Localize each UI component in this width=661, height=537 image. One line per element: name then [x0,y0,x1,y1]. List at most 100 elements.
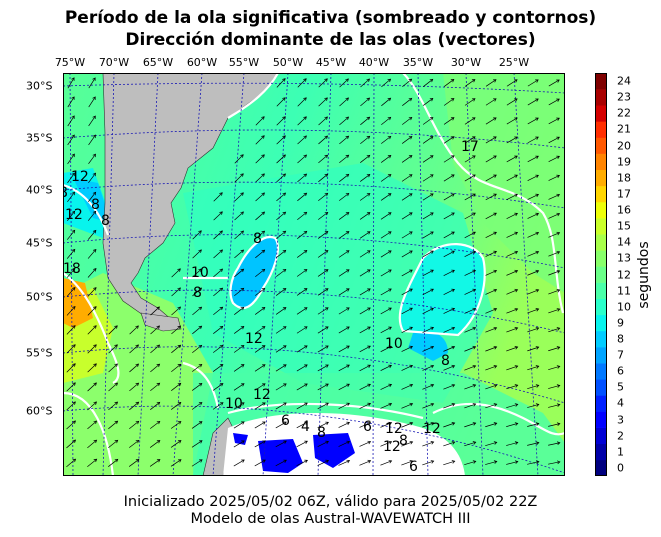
lon-label: 45°W [315,56,347,69]
direction-vector-head [93,382,97,386]
direction-vector [380,269,392,277]
direction-vector-head [261,326,266,330]
direction-vector-head [493,250,498,255]
tierra-del-fuego [140,312,182,332]
period-zone-10s-east [399,244,485,335]
direction-vector-head [556,365,561,369]
direction-vector [380,326,392,334]
direction-vector [485,232,497,238]
direction-vector-head [556,269,561,274]
direction-vector [149,440,161,448]
direction-vector-head [71,191,75,196]
direction-vector [485,251,497,257]
parallel [63,289,565,334]
direction-vector-head [93,458,98,463]
direction-vector [527,213,539,219]
direction-vector-head [535,174,539,179]
direction-vector-head [493,422,498,426]
direction-vector-head [198,440,203,444]
direction-vector-head [72,306,76,310]
direction-vector [213,230,223,240]
direction-vector-head [493,269,498,274]
direction-vector [548,442,560,446]
direction-vector [401,403,413,409]
direction-vector-head [472,364,477,369]
direction-vector [548,404,560,408]
direction-vector-head [535,346,540,350]
direction-vector [276,154,286,164]
direction-vector-head [346,345,350,349]
colorbar-tick-label: 20 [617,139,631,153]
direction-vector [360,78,370,88]
direction-vector-head [556,117,560,121]
low-period-patch [258,439,303,473]
direction-vector [275,459,287,467]
direction-vector [318,212,328,220]
direction-vector [527,461,539,465]
direction-vector [485,289,497,295]
direction-vector-head [409,288,413,292]
direction-vector [401,193,413,201]
direction-vector-head [71,115,75,119]
direction-vector-head [240,268,245,273]
direction-vector [297,97,307,107]
direction-vector [527,194,539,200]
direction-vector [87,287,97,297]
colorbar-segment [595,218,607,235]
direction-vector [527,404,539,408]
direction-vector-head [409,250,413,254]
direction-vector-head [493,365,498,369]
direction-vector [275,421,287,429]
colorbar-segment [595,169,607,187]
direction-vector [213,287,223,297]
colorbar-segment [595,298,607,316]
direction-vector-head [261,268,266,273]
direction-vector-head [430,326,435,331]
direction-vector-head [493,384,498,388]
direction-vector [318,116,328,126]
direction-vector-head [493,403,498,407]
direction-vector [318,173,328,183]
direction-vector [359,460,371,466]
direction-vector-head [92,210,97,215]
direction-vector [297,78,307,88]
meridian [212,73,245,476]
direction-vector [548,175,560,181]
direction-vector [297,116,307,126]
direction-vector [527,442,539,446]
direction-vector-head [71,267,76,272]
map-title-line-2: Dirección dominante de las olas (vectore… [125,30,536,50]
direction-vector-head [535,327,540,331]
direction-vector [108,420,118,430]
direction-vector-head [388,402,393,407]
colorbar-segment [595,282,607,299]
direction-vector-head [71,172,75,177]
direction-vector [66,382,76,392]
direction-vector-head [493,441,498,445]
colorbar-segment [595,201,607,219]
direction-vector [255,116,265,126]
direction-vector [296,460,308,466]
direction-vector [87,382,97,392]
direction-vector [317,460,329,466]
parallel [63,234,565,269]
direction-vector-head [261,364,266,368]
lon-label: 35°W [402,56,434,69]
lat-label: 50°S [26,290,53,304]
direction-vector [276,78,286,88]
direction-vector-head [92,248,97,253]
direction-vector [317,441,329,447]
direction-vector [506,251,518,257]
contour-label: 6 [281,413,290,429]
direction-vector-head [366,231,371,235]
direction-vector [506,79,518,87]
direction-vector-head [556,174,561,179]
direction-vector-head [261,154,265,158]
direction-vector [254,421,266,429]
direction-vector [422,212,434,220]
colorbar-tick-label: 16 [617,203,631,217]
direction-vector [401,326,413,334]
parallel [63,82,565,94]
direction-vector [192,230,202,240]
direction-vector [254,345,266,353]
